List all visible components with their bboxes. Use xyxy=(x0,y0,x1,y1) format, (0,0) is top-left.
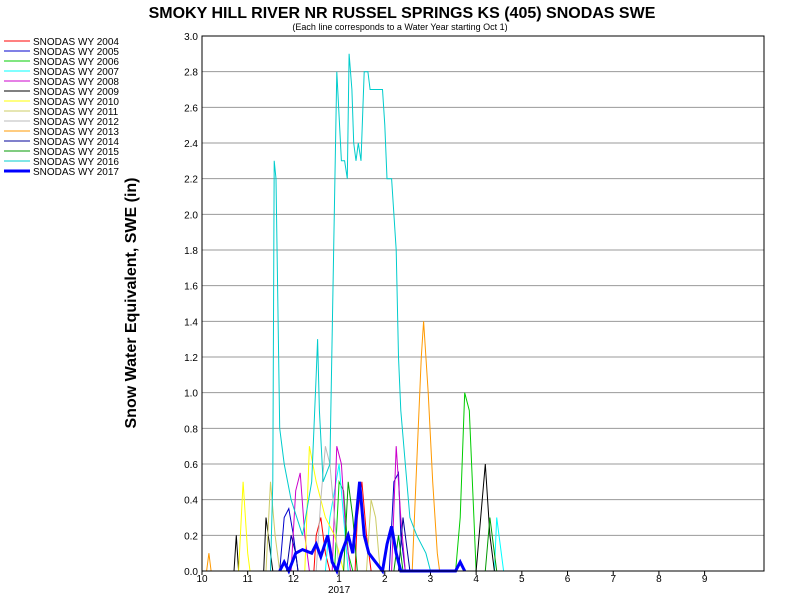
x-tick-label: 1 xyxy=(336,574,342,585)
legend-label: SNODAS WY 2009 xyxy=(33,87,119,98)
series-line-wy2016 xyxy=(270,53,431,572)
x-tick-label: 7 xyxy=(610,574,616,585)
x-tick-label: 9 xyxy=(702,574,708,585)
x-tick-label: 3 xyxy=(428,574,434,585)
y-tick-label: 3.0 xyxy=(184,32,198,43)
series-line-wy2012 xyxy=(315,446,340,572)
y-tick-label: 1.2 xyxy=(184,353,198,364)
y-tick-label: 1.4 xyxy=(184,317,198,328)
legend-label: SNODAS WY 2015 xyxy=(33,147,119,158)
series-line-wy2010 xyxy=(238,446,345,572)
y-tick-label: 0.4 xyxy=(184,496,198,507)
legend-label: SNODAS WY 2011 xyxy=(33,107,119,118)
y-tick-label: 1.0 xyxy=(184,389,198,400)
y-ticks: 0.0 0.2 0.4 0.6 0.8 1.0 1.2 1.4 1.6 1.8 2.0 2.2 2.4 2… xyxy=(184,32,198,578)
series-line-wy2015 xyxy=(343,481,498,572)
x-tick-label: 12 xyxy=(288,574,300,585)
x-tick-label: 5 xyxy=(519,574,525,585)
legend-label: SNODAS WY 2008 xyxy=(33,77,119,88)
series-line-wy2017 xyxy=(278,481,467,576)
series-line-wy2013 xyxy=(206,321,441,572)
x-tick-label: 11 xyxy=(242,574,253,585)
x-tick-label: 8 xyxy=(656,574,662,585)
y-tick-label: 0.0 xyxy=(184,567,198,578)
legend-label: SNODAS WY 2017 xyxy=(33,167,119,178)
chart-subtitle: (Each line corresponds to a Water Year s… xyxy=(292,22,507,32)
series-lines xyxy=(206,53,505,576)
y-tick-label: 2.8 xyxy=(184,68,198,79)
x-tick-label: 2 xyxy=(382,574,388,585)
y-tick-label: 2.4 xyxy=(184,139,198,150)
legend-label: SNODAS WY 2005 xyxy=(33,47,119,58)
plot-frame xyxy=(201,35,765,572)
legend-label: SNODAS WY 2007 xyxy=(33,67,119,78)
x-tick-label: 4 xyxy=(473,574,479,585)
series-line-wy2008 xyxy=(290,446,406,572)
series-line-wy2009 xyxy=(233,463,495,572)
legend-label: SNODAS WY 2004 xyxy=(33,37,119,48)
y-tick-label: 0.8 xyxy=(184,424,198,435)
legend-label: SNODAS WY 2014 xyxy=(33,137,119,148)
y-tick-label: 0.6 xyxy=(184,460,198,471)
x-tick-label: 6 xyxy=(565,574,571,585)
x-year-label: 2017 xyxy=(328,585,351,596)
gridlines xyxy=(202,71,764,536)
legend-label: SNODAS WY 2013 xyxy=(33,127,119,138)
y-tick-label: 0.2 xyxy=(184,531,198,542)
legend-label: SNODAS WY 2010 xyxy=(33,97,119,108)
x-tick-label: 10 xyxy=(196,574,208,585)
y-tick-label: 2.0 xyxy=(184,210,198,221)
y-tick-label: 2.2 xyxy=(184,175,198,186)
y-tick-label: 1.8 xyxy=(184,246,198,257)
legend-label: SNODAS WY 2006 xyxy=(33,57,119,68)
legend-label: SNODAS WY 2016 xyxy=(33,157,119,168)
y-tick-label: 2.6 xyxy=(184,103,198,114)
y-axis-label: Snow Water Equivalent, SWE (in) xyxy=(123,178,140,429)
legend-label: SNODAS WY 2012 xyxy=(33,117,119,128)
chart-title: SMOKY HILL RIVER NR RUSSEL SPRINGS KS (4… xyxy=(149,5,656,22)
y-tick-label: 1.6 xyxy=(184,282,198,293)
